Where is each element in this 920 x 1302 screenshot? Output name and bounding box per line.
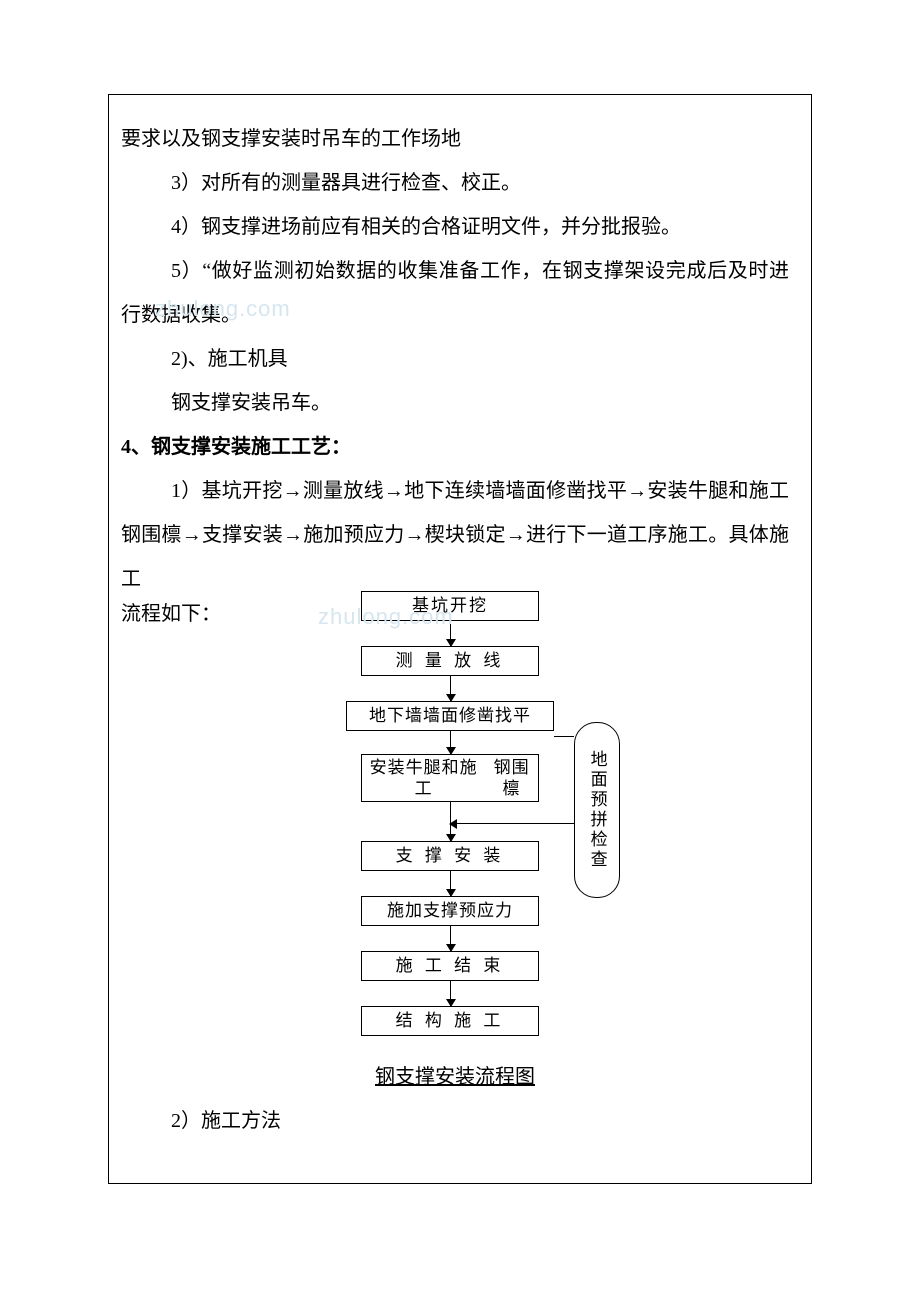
paragraph-4: 5）“做好监测初始数据的收集准备工作，在钢支撑架设完成后及时进行数据收集。 xyxy=(121,249,789,337)
flowchart: 基坑开挖测 量 放 线地下墙墙面修凿找平安装牛腿和施工钢围檩支 撑 安 装施加支… xyxy=(246,591,696,1051)
flow-node-n6: 施加支撑预应力 xyxy=(361,896,539,926)
flow-node-n4: 安装牛腿和施工钢围檩 xyxy=(361,754,539,802)
paragraph-5: 2)、施工机具 xyxy=(121,337,789,381)
flow-arrow-6 xyxy=(450,981,451,1006)
flow-arrow-5 xyxy=(450,926,451,951)
flow-arrow-0 xyxy=(450,621,451,646)
paragraph-2: 3）对所有的测量器具进行检查、校正。 xyxy=(121,161,789,205)
flow-node-n5: 支 撑 安 装 xyxy=(361,841,539,871)
paragraph-6: 钢支撑安装吊车。 xyxy=(121,381,789,425)
flow-prefix-text: 流程如下： xyxy=(121,597,221,626)
flow-arrow-1 xyxy=(450,676,451,701)
flowchart-caption: 钢支撑安装流程图 xyxy=(121,1060,789,1089)
flow-side-node: 地面预拼检查 xyxy=(574,722,620,898)
paragraph-7: 1）基坑开挖→测量放线→地下连续墙墙面修凿找平→安装牛腿和施工钢围檩→支撑安装→… xyxy=(121,469,789,601)
page-frame: 要求以及钢支撑安装时吊车的工作场地 3）对所有的测量器具进行检查、校正。 4）钢… xyxy=(108,94,812,1184)
flow-node-n3: 地下墙墙面修凿找平 xyxy=(346,701,554,731)
flow-node-n8: 结 构 施 工 xyxy=(361,1006,539,1036)
flow-arrow-4 xyxy=(450,871,451,896)
paragraph-8: 2）施工方法 xyxy=(121,1099,789,1143)
flow-arrow-2 xyxy=(450,731,451,754)
flow-connector-top xyxy=(554,736,574,737)
heading-4: 4、钢支撑安装施工工艺： xyxy=(121,425,789,469)
flow-node-n7: 施 工 结 束 xyxy=(361,951,539,981)
paragraph-3: 4）钢支撑进场前应有相关的合格证明文件，并分批报验。 xyxy=(121,205,789,249)
flowchart-region: 流程如下： 基坑开挖测 量 放 线地下墙墙面修凿找平安装牛腿和施工钢围檩支 撑 … xyxy=(121,601,789,1056)
flow-node-n1: 基坑开挖 xyxy=(361,591,539,621)
flow-node-n2: 测 量 放 线 xyxy=(361,646,539,676)
paragraph-1: 要求以及钢支撑安装时吊车的工作场地 xyxy=(121,117,789,161)
flow-connector-bottom xyxy=(450,823,574,824)
